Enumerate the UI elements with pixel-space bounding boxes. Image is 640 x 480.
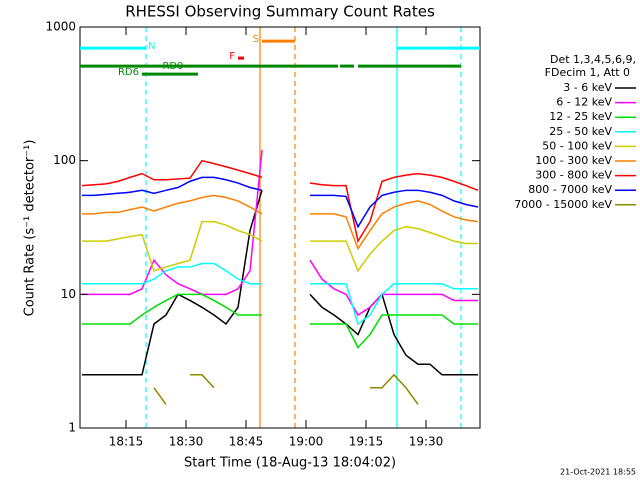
y-tick-label: 1000	[45, 20, 76, 34]
series-line	[310, 282, 478, 326]
series-line	[310, 314, 478, 349]
plot-frame	[79, 26, 481, 429]
flag-label: F	[229, 51, 235, 62]
legend-label: 300 - 800 keV	[535, 169, 612, 182]
series-line	[82, 176, 263, 197]
legend-label: 25 - 50 keV	[549, 125, 612, 138]
footer: 21-Oct-2021 18:55	[560, 468, 636, 477]
flag-label: N	[148, 41, 155, 52]
series-line	[153, 387, 167, 405]
chart-title: RHESSI Observing Summary Count Rates	[125, 3, 435, 21]
series-line	[310, 189, 479, 229]
series-line	[309, 172, 479, 244]
series-line	[81, 159, 263, 187]
flag-label: RD6	[118, 67, 139, 78]
legend-label: 800 - 7000 keV	[528, 183, 612, 196]
x-axis-label: Start Time (18-Aug-13 18:04:02)	[184, 456, 396, 471]
y-axis-label: Count Rate (s⁻¹ detector⁻¹)	[23, 140, 38, 317]
series-line	[310, 200, 479, 251]
series-line	[82, 293, 262, 325]
series-line	[82, 194, 263, 215]
y-tick-label: 10	[61, 287, 76, 301]
x-tick-label: 19:15	[349, 435, 384, 449]
series-line	[82, 262, 262, 285]
y-tick-label: 100	[53, 153, 76, 167]
x-tick-label: 18:30	[169, 435, 204, 449]
series-line	[309, 292, 478, 376]
series-line	[82, 220, 263, 272]
legend-label: 50 - 100 keV	[542, 139, 612, 152]
series-line	[82, 190, 263, 376]
x-tick-label: 19:00	[289, 435, 324, 449]
legend-label: 7000 - 15000 keV	[514, 198, 612, 211]
legend-label: 100 - 300 keV	[535, 154, 612, 167]
legend-label: 6 - 12 keV	[556, 96, 612, 109]
flag-label: RD0	[162, 61, 183, 72]
x-tick-label: 18:45	[229, 435, 264, 449]
legend-title: Det 1,3,4,5,6,9,	[550, 53, 636, 66]
series-line	[82, 150, 263, 296]
y-tick-label: 1	[68, 421, 76, 435]
series-line	[370, 373, 419, 405]
x-tick-label: 18:15	[109, 435, 144, 449]
series-line	[309, 259, 478, 317]
legend-title: FDecim 1, Att 0	[545, 66, 630, 79]
series-line	[310, 226, 478, 273]
legend-label: 12 - 25 keV	[549, 110, 612, 123]
x-tick-label: 19:30	[409, 435, 444, 449]
series-line	[190, 374, 215, 389]
legend-label: 3 - 6 keV	[563, 81, 612, 94]
flag-label: S	[253, 34, 259, 45]
